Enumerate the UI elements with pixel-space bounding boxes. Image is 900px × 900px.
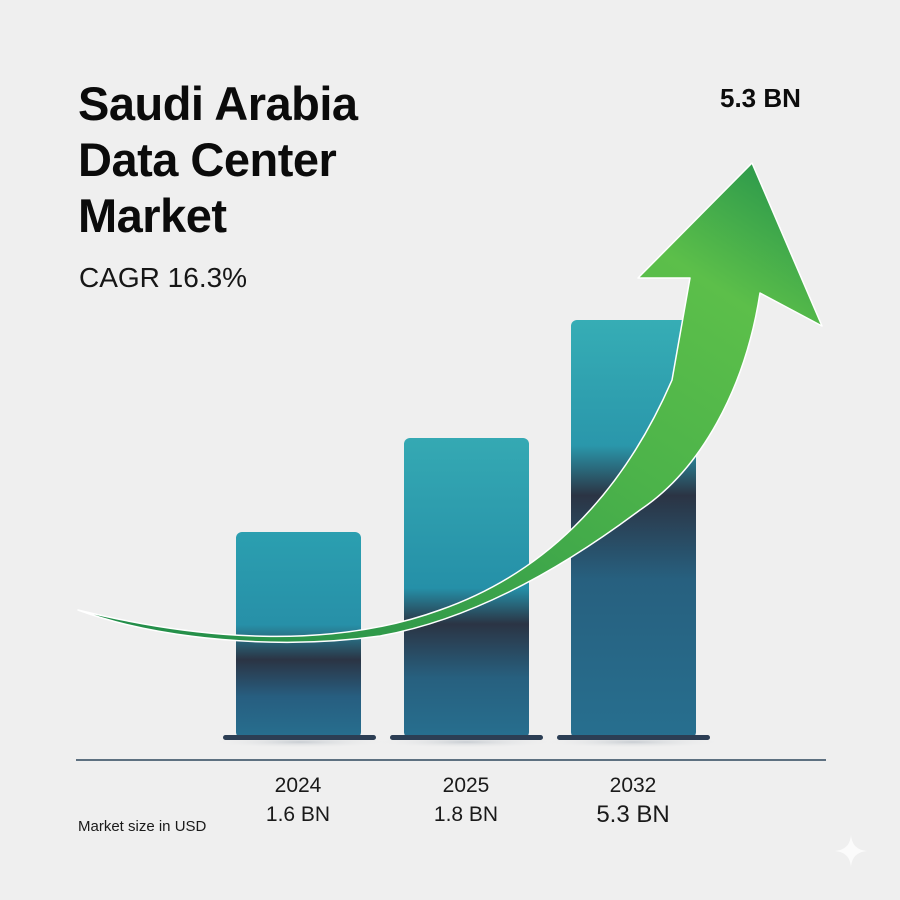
trend-arrow-icon — [77, 162, 823, 643]
title-line-2: Data Center — [78, 133, 337, 186]
value-label: 1.8 BN — [433, 803, 499, 826]
x-label-2032: 2032 5.3 BN — [573, 773, 693, 827]
title-line-1: Saudi Arabia — [78, 77, 358, 130]
x-label-2025: 2025 1.8 BN — [406, 773, 526, 827]
x-axis-line — [76, 759, 826, 761]
x-label-2024: 2024 1.6 BN — [238, 773, 358, 827]
bar-2025 — [390, 438, 543, 740]
year-label: 2024 — [274, 774, 322, 797]
market-size-label: Market size in USD — [78, 818, 207, 835]
year-label: 2032 — [609, 774, 657, 797]
bar-2024 — [223, 532, 376, 740]
value-label: 1.6 BN — [265, 803, 331, 826]
highlight-value: 5.3 BN — [720, 83, 801, 113]
page-title: Saudi Arabia Data Center Market — [78, 76, 478, 244]
year-label: 2025 — [442, 774, 490, 797]
title-line-3: Market — [78, 189, 227, 242]
cagr-label: CAGR 16.3% — [79, 262, 248, 293]
sparkle-icon — [835, 835, 867, 867]
value-label: 5.3 BN — [596, 801, 670, 828]
